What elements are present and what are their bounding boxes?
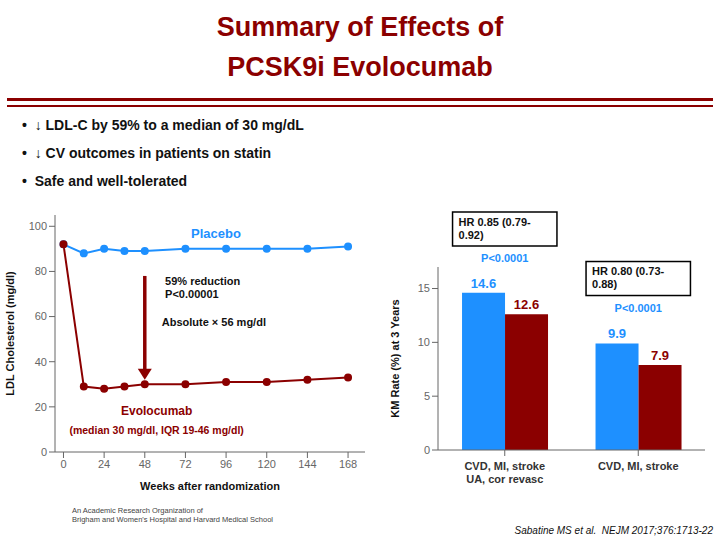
html-text:• Safe and well-tolerated: • Safe and well-tolerated (22, 173, 188, 189)
svg-text:0: 0 (424, 444, 430, 456)
svg-text:14.6: 14.6 (471, 276, 496, 291)
svg-text:72: 72 (179, 458, 191, 470)
svg-text:LDL Cholesterol (mg/dl): LDL Cholesterol (mg/dl) (8, 271, 16, 396)
html-text:• ↓ CV outcomes in patients on: • ↓ CV outcomes in patients on statin (22, 145, 272, 161)
svg-text:60: 60 (35, 310, 47, 322)
svg-text:CVD, MI, strokeUA, cor revasc: CVD, MI, strokeUA, cor revasc (464, 460, 545, 485)
svg-text:24: 24 (98, 458, 110, 470)
svg-text:15: 15 (418, 282, 430, 294)
svg-text:100: 100 (29, 220, 47, 232)
html-text:An Academic Research Organizat: An Academic Research Organization of Bri… (72, 506, 273, 524)
svg-text:0: 0 (41, 446, 47, 458)
svg-text:P<0.0001: P<0.0001 (615, 302, 662, 314)
svg-text:7.9: 7.9 (651, 348, 669, 363)
svg-text:59% reductionP<0.00001: 59% reductionP<0.00001 (165, 275, 240, 300)
svg-text:48: 48 (139, 458, 151, 470)
svg-text:168: 168 (339, 458, 357, 470)
svg-text:Absolute × 56 mg/dl: Absolute × 56 mg/dl (162, 316, 266, 328)
svg-text:144: 144 (298, 458, 316, 470)
html-text:Sabatine MS et al. NEJM 2017;3: Sabatine MS et al. NEJM 2017;376:1713-22 (514, 525, 713, 536)
svg-text:12.6: 12.6 (514, 297, 539, 312)
svg-text:5: 5 (424, 390, 430, 402)
svg-text:Weeks after randomization: Weeks after randomization (140, 480, 280, 492)
svg-text:120: 120 (258, 458, 276, 470)
svg-text:HR 0.80 (0.73-0.88): HR 0.80 (0.73-0.88) (592, 265, 664, 290)
svg-text:10: 10 (418, 336, 430, 348)
svg-text:(median 30 mg/dl, IQR 19-46 mg: (median 30 mg/dl, IQR 19-46 mg/dl) (69, 424, 243, 436)
svg-text:80: 80 (35, 265, 47, 277)
svg-text:HR 0.85 (0.79-0.92): HR 0.85 (0.79-0.92) (459, 216, 531, 241)
svg-text:96: 96 (220, 458, 232, 470)
html-text:• ↓ LDL-C by 59% to a median o: • ↓ LDL-C by 59% to a median of 30 mg/dL (22, 117, 304, 133)
svg-text:P<0.0001: P<0.0001 (481, 252, 528, 264)
svg-text:KM Rate (%) at 3 Years: KM Rate (%) at 3 Years (389, 299, 401, 417)
svg-text:0: 0 (60, 458, 66, 470)
svg-text:Evolocumab: Evolocumab (121, 404, 192, 418)
html-text:PCSK9i Evolocumab: PCSK9i Evolocumab (227, 52, 493, 82)
svg-text:CVD, MI, stroke: CVD, MI, stroke (598, 460, 679, 472)
svg-text:Placebo: Placebo (191, 226, 241, 241)
html-text:Summary of Effects of: Summary of Effects of (216, 12, 504, 42)
svg-text:20: 20 (35, 401, 47, 413)
svg-text:40: 40 (35, 356, 47, 368)
svg-text:9.9: 9.9 (608, 326, 626, 341)
